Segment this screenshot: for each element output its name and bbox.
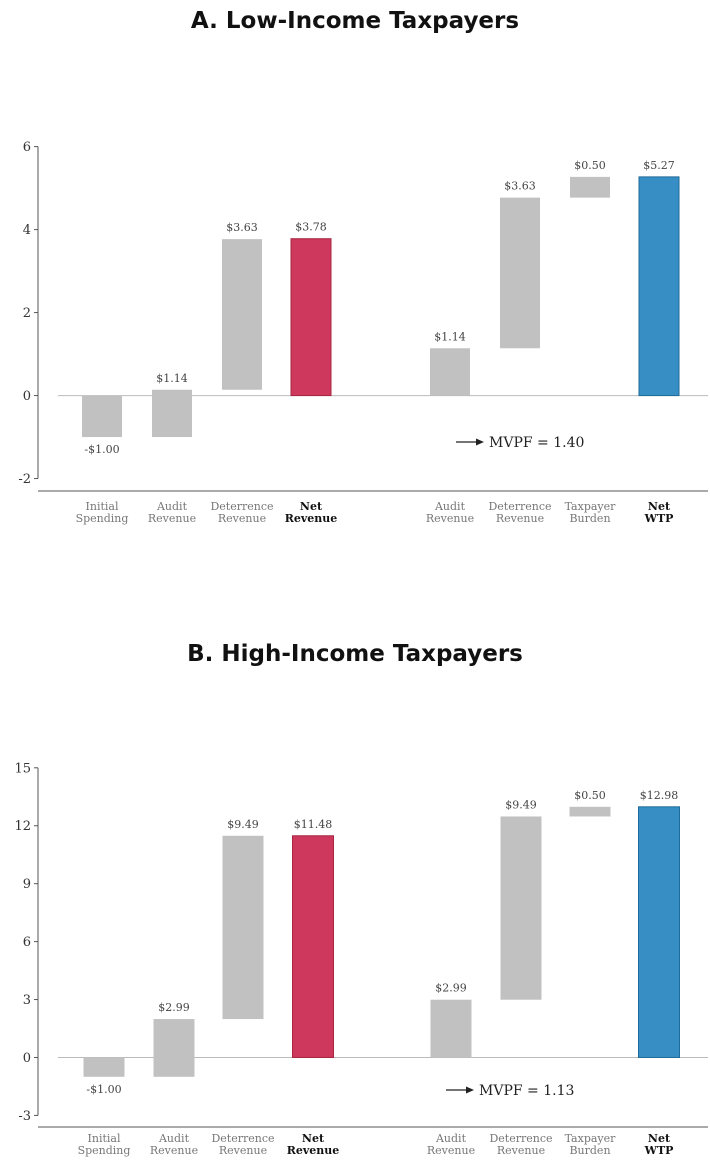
y-tick-label: 12 (14, 819, 31, 834)
bar (222, 835, 264, 1020)
bar (430, 348, 470, 396)
category-label: Revenue (427, 1144, 475, 1157)
y-tick-label: -2 (18, 472, 31, 487)
data-label: $2.99 (158, 1001, 190, 1014)
bar (500, 816, 542, 1000)
bar (638, 176, 680, 397)
arrow-head-icon (476, 438, 484, 446)
data-label: $2.99 (435, 982, 467, 995)
bar (153, 1019, 195, 1077)
data-label: $0.50 (574, 789, 606, 802)
category-label: Initial (86, 500, 119, 513)
y-tick-label: 4 (23, 223, 31, 238)
data-label: -$1.00 (86, 1083, 121, 1096)
bar (570, 176, 610, 198)
panel-high-income: B. High-Income Taxpayers -3 0 3 6 9 12 15 -$1.00… (14, 641, 708, 1157)
category-label: Audit (158, 1132, 190, 1145)
category-label: Spending (78, 1144, 131, 1157)
category-label: Burden (569, 1144, 610, 1157)
data-label: $3.63 (226, 221, 258, 234)
category-label: Burden (569, 512, 610, 525)
category-label: Revenue (497, 1144, 545, 1157)
bar (292, 835, 334, 1058)
panel-low-income: A. Low-Income Taxpayers -2 0 2 4 6 -$1.00 Initi… (18, 8, 708, 525)
bar (83, 1057, 125, 1077)
category-label: Deterrence (489, 1132, 552, 1145)
y-tick-label: 15 (14, 761, 31, 776)
data-label: -$1.00 (84, 443, 119, 456)
data-label: $3.78 (295, 221, 327, 234)
data-label: $0.50 (574, 159, 606, 172)
data-label: $3.63 (504, 180, 536, 193)
category-label: Initial (88, 1132, 121, 1145)
category-label: Deterrence (211, 1132, 274, 1145)
bar (500, 197, 540, 349)
category-label: WTP (644, 1144, 674, 1157)
category-label: Revenue (150, 1144, 198, 1157)
mvpf-annotation: MVPF = 1.13 (479, 1083, 574, 1099)
data-label: $5.27 (643, 159, 675, 172)
y-tick-label: 9 (23, 877, 31, 892)
category-label: Revenue (496, 512, 544, 525)
category-label: Revenue (148, 512, 196, 525)
category-label: Revenue (218, 512, 266, 525)
bar (569, 806, 611, 817)
bar (82, 395, 122, 438)
category-label: Deterrence (488, 500, 551, 513)
y-tick-label: 6 (23, 935, 31, 950)
chart-title: B. High-Income Taxpayers (187, 641, 523, 667)
category-label: Revenue (426, 512, 474, 525)
bar (222, 239, 262, 390)
chart-title: A. Low-Income Taxpayers (191, 8, 519, 34)
category-label: Audit (434, 500, 466, 513)
category-label: Audit (435, 1132, 467, 1145)
y-tick-label: 3 (23, 993, 31, 1008)
category-label: Net (648, 1132, 671, 1145)
y-tick-label: 0 (23, 1051, 31, 1066)
category-label: Audit (156, 500, 188, 513)
data-label: $9.49 (227, 818, 259, 831)
bar (638, 806, 680, 1058)
y-tick-label: 6 (23, 140, 31, 155)
data-label: $1.14 (156, 372, 188, 385)
bar (430, 999, 472, 1058)
category-label: Revenue (285, 512, 338, 525)
data-label: $9.49 (505, 798, 537, 811)
y-tick-label: 2 (23, 306, 31, 321)
category-label: Spending (76, 512, 129, 525)
data-label: $11.48 (294, 818, 333, 831)
bar (152, 389, 192, 438)
mvpf-annotation: MVPF = 1.40 (489, 435, 584, 451)
arrow-head-icon (466, 1086, 474, 1094)
category-label: Taxpayer (565, 500, 617, 513)
category-label: Net (300, 500, 323, 513)
category-label: WTP (644, 512, 674, 525)
category-label: Net (648, 500, 671, 513)
category-label: Taxpayer (565, 1132, 617, 1145)
category-label: Revenue (287, 1144, 340, 1157)
y-tick-label: -3 (18, 1109, 31, 1124)
bar (290, 238, 332, 397)
y-tick-label: 0 (23, 389, 31, 404)
data-label: $12.98 (640, 789, 679, 802)
data-label: $1.14 (434, 330, 466, 343)
category-label: Deterrence (210, 500, 273, 513)
category-label: Revenue (219, 1144, 267, 1157)
category-label: Net (302, 1132, 325, 1145)
